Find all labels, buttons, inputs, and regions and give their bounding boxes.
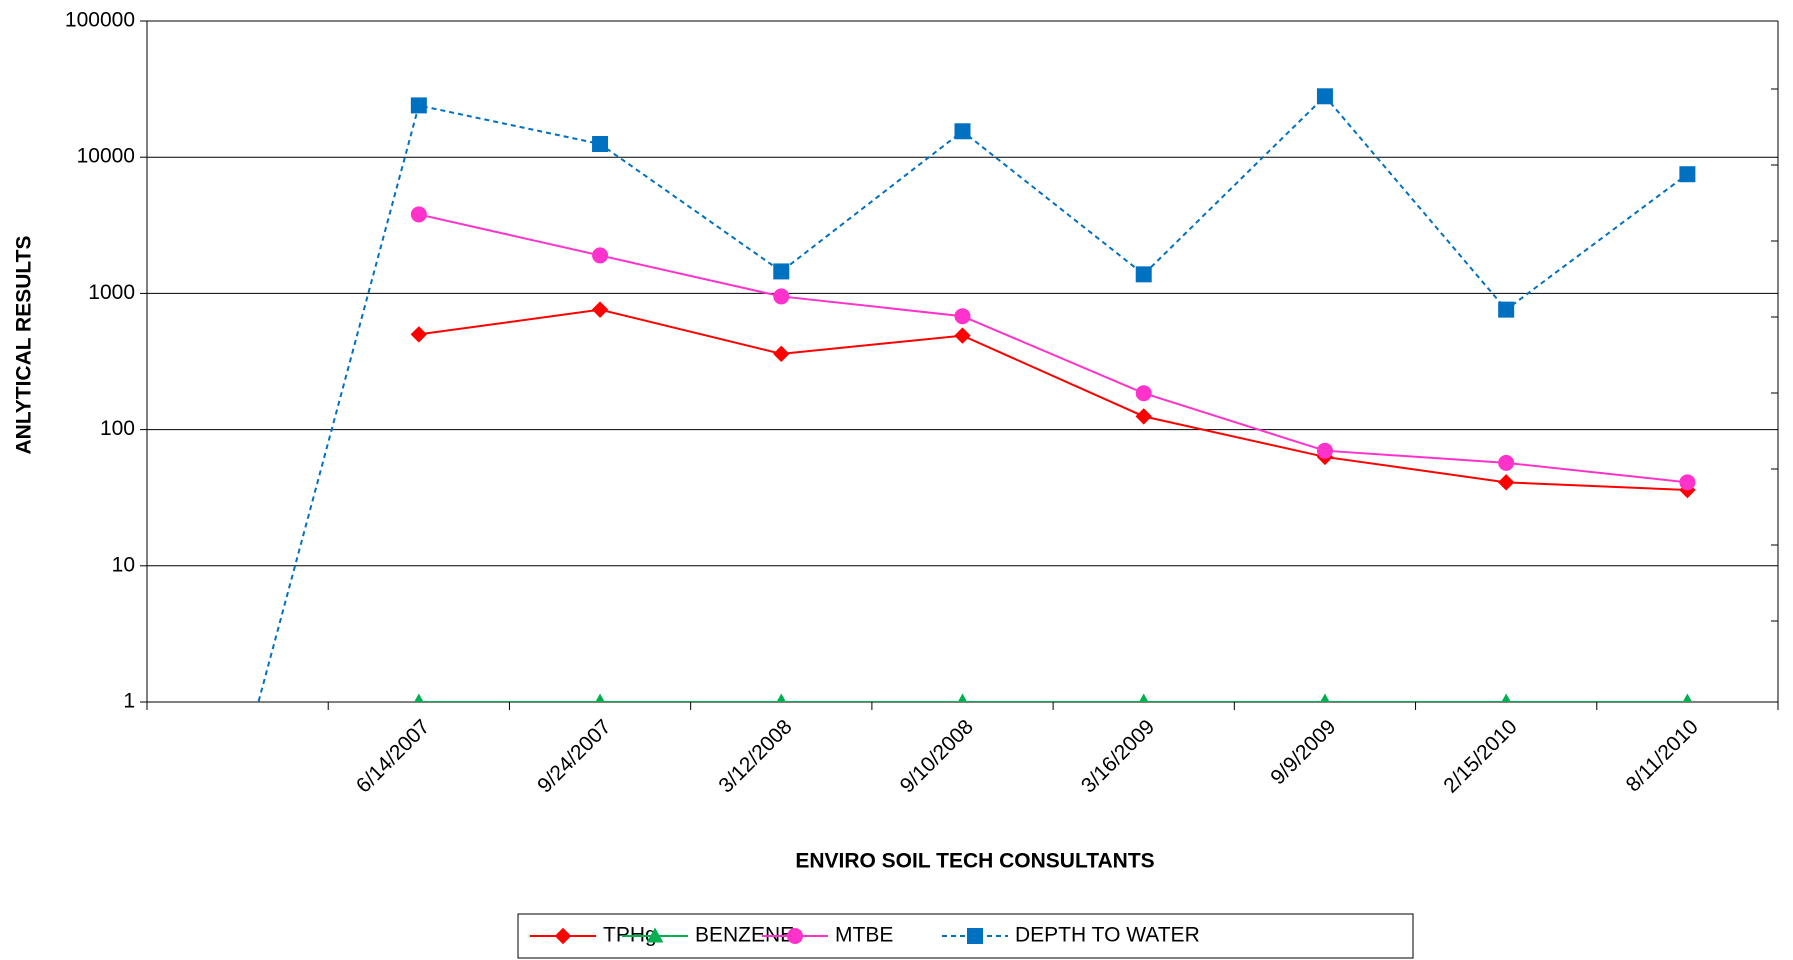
marker [414,693,424,702]
x-tick-label: 3/16/2009 [1077,715,1159,797]
marker [410,326,428,343]
marker [592,247,609,264]
y-tick-label: 10 [112,553,135,576]
x-tick-label: 6/14/2007 [352,715,434,797]
x-tick-label: 9/24/2007 [533,715,615,797]
x-tick-label: 3/12/2008 [714,715,796,797]
marker [1320,693,1330,702]
marker [410,206,427,223]
y-tick-label: 100000 [65,9,135,32]
legend-label: BENZENE [695,924,794,947]
y-tick-label: 10000 [77,145,135,168]
x-tick-label: 2/15/2010 [1439,715,1521,797]
y-tick-label: 100 [100,417,135,440]
plot-area [257,88,1696,702]
marker [1138,693,1149,702]
marker [776,693,787,702]
x-tick-label: 8/11/2010 [1622,715,1703,796]
marker [1682,693,1693,702]
y-axis-label: ANLYTICAL RESULTS [13,236,36,455]
marker [1135,408,1152,425]
legend-label: DEPTH TO WATER [1015,924,1200,947]
marker [1316,88,1333,105]
y-tick-label: 1 [123,690,135,713]
marker [595,693,605,702]
marker [1316,442,1333,459]
x-axis-label: ENVIRO SOIL TECH CONSULTANTS [795,850,1154,873]
marker [954,123,971,140]
marker [554,927,572,945]
marker [592,136,609,153]
marker [773,345,790,363]
series-line [418,308,1688,492]
marker [954,327,971,344]
marker [1498,454,1515,471]
x-tick-label: 9/9/2009 [1266,715,1340,789]
marker [957,693,968,702]
marker [591,301,609,318]
legend-label: MTBE [835,924,893,947]
series-line [257,94,1688,702]
marker [787,928,803,944]
y-tick-label: 1000 [88,281,135,304]
marker [773,288,790,305]
legend-box [517,913,1414,959]
series-line [418,213,1688,484]
marker [773,263,790,280]
marker [1501,693,1511,702]
marker [1679,166,1696,183]
marker [1497,474,1515,491]
marker [1135,266,1152,283]
marker [967,928,983,944]
marker [646,927,664,943]
marker [410,97,427,114]
marker [954,308,971,325]
marker [1135,385,1152,402]
marker [1679,474,1696,491]
x-tick-label: 9/10/2008 [896,715,978,797]
marker [1498,301,1515,318]
